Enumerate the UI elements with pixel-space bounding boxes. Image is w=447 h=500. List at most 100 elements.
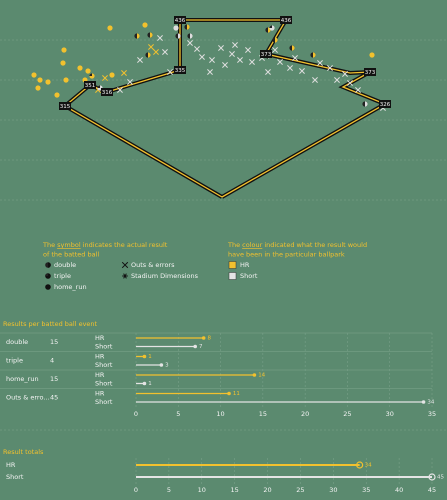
marker-out (209, 57, 215, 63)
bar-end (201, 336, 206, 340)
value-label: 34 (365, 463, 372, 469)
marker-out (292, 55, 298, 61)
half (187, 24, 190, 30)
marker-home_run (85, 68, 91, 74)
cross (167, 69, 173, 75)
x-tick-label: 15 (259, 410, 267, 418)
cross (355, 87, 361, 93)
category-label: home_run (6, 375, 39, 383)
bar-end (428, 473, 436, 481)
marker-out (327, 65, 333, 71)
legend-label: home_run (54, 283, 87, 291)
marker-out (137, 57, 143, 63)
cross (209, 57, 215, 63)
distance-badge (101, 88, 113, 96)
marker-out (218, 45, 224, 51)
x-tick-label: 30 (329, 486, 337, 494)
x-tick-label: 15 (231, 486, 239, 494)
x-tick-label: 0 (134, 410, 138, 418)
marker-home_run (109, 72, 115, 78)
half (150, 32, 153, 38)
cross (334, 77, 340, 83)
distance-label: 335 (175, 68, 186, 74)
marker-double (45, 262, 51, 268)
marker-double (362, 101, 368, 107)
dot (60, 60, 66, 66)
cross (272, 47, 278, 53)
bar-end (421, 400, 426, 404)
marker-double (289, 45, 295, 51)
bar-end (227, 391, 231, 396)
dot (63, 77, 69, 83)
value-label: 45 (437, 475, 444, 481)
legend-swatch (228, 261, 237, 269)
marker-double (272, 37, 278, 43)
dot (61, 47, 67, 53)
distance-label: 436 (175, 18, 186, 24)
legend-label: triple (54, 272, 71, 280)
series-label: HR (95, 353, 105, 361)
marker-home_run (173, 25, 179, 31)
series-label: Short (95, 361, 113, 369)
cross (162, 49, 168, 55)
series-label: Short (95, 398, 113, 406)
value-label: 14 (258, 373, 265, 379)
x-tick-label: 45 (428, 486, 436, 494)
cross (245, 47, 251, 53)
cross (207, 69, 213, 75)
distance-label: 351 (85, 83, 96, 89)
legend-label: double (54, 261, 76, 269)
marker-home_run (369, 52, 375, 58)
bar-end (159, 363, 164, 367)
quarter (45, 273, 48, 276)
half (275, 37, 278, 43)
marker-out (127, 79, 133, 85)
cross (222, 62, 228, 68)
x-tick-label: 40 (395, 486, 403, 494)
stadium-outline-inner (63, 19, 387, 198)
x-tick-label: 20 (301, 410, 309, 418)
marker-double (184, 24, 190, 30)
cross (232, 42, 238, 48)
marker-out (229, 51, 235, 57)
cross (121, 70, 127, 76)
half (178, 33, 181, 39)
value-label: 7 (199, 344, 203, 350)
series-label: HR (95, 371, 105, 379)
cross (157, 35, 163, 41)
dot (45, 79, 51, 85)
section-title: Results per batted ball event (3, 320, 98, 328)
marker-double (147, 32, 153, 38)
distance-label: 436 (281, 18, 292, 24)
value-label: 1 (148, 381, 152, 387)
dot (85, 68, 91, 74)
marker-out (347, 80, 353, 86)
half (137, 33, 140, 39)
marker-out (237, 57, 243, 63)
category-label: HR (6, 461, 16, 469)
cross (121, 261, 129, 269)
legend-title-part: The (42, 241, 57, 249)
marker-triple (89, 73, 95, 79)
legend-label: Stadium Dimensions (131, 272, 199, 280)
marker-out (157, 35, 163, 41)
marker-double (134, 33, 140, 39)
x-tick-label: 35 (428, 410, 436, 418)
x-tick-label: 20 (263, 486, 271, 494)
marker-out (199, 54, 205, 60)
series-label: HR (95, 334, 105, 342)
dot (37, 77, 43, 83)
legend-label: Outs & errors (131, 261, 175, 269)
bar-end (193, 344, 197, 349)
marker-out (117, 87, 123, 93)
series-label: Short (95, 380, 113, 388)
dot (142, 22, 148, 28)
cross (153, 49, 159, 55)
cross (137, 57, 143, 63)
legend-label: HR (240, 261, 250, 269)
legend-label: Short (240, 272, 258, 280)
cross (249, 59, 255, 65)
marker-home_run (37, 77, 43, 83)
section-title: Result totals (3, 448, 44, 456)
